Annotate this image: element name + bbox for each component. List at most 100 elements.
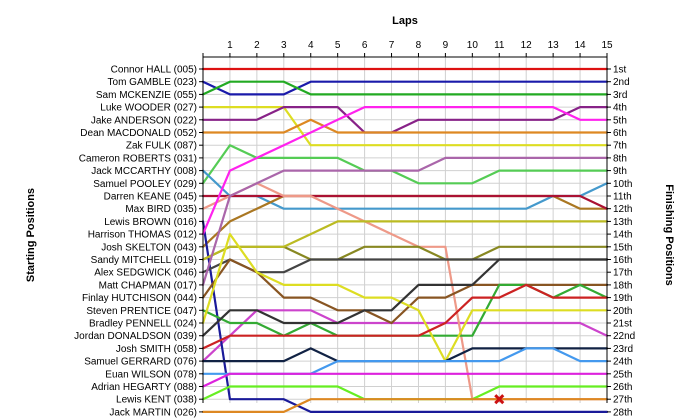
retired-marker-icon [494, 394, 505, 405]
y-axis-title-right: Finishing Positions [663, 184, 675, 285]
starting-position-label: Connor HALL (005) [111, 65, 197, 76]
starting-position-label: Sandy MITCHELL (019) [91, 255, 197, 266]
starting-position-label: Luke WOODER (027) [100, 103, 197, 114]
driver-position-line [201, 105, 609, 134]
starting-position-label: Max BIRD (035) [125, 204, 197, 215]
axes [199, 53, 611, 413]
finishing-position-label: 20th [613, 306, 632, 317]
x-tick-label: 15 [601, 40, 613, 51]
finishing-position-label: 16th [613, 255, 632, 266]
driver-position-line [201, 309, 609, 363]
finishing-position-label: 26th [613, 382, 632, 393]
x-tick-label: 3 [281, 40, 287, 51]
starting-position-label: Josh SKELTON (043) [101, 242, 197, 253]
driver-position-line [201, 258, 609, 337]
driver-position-line [201, 194, 609, 210]
x-tick-label: 9 [443, 40, 449, 51]
starting-position-label: Darren KEANE (045) [104, 192, 197, 203]
finishing-position-label: 2nd [613, 77, 630, 88]
driver-position-line [201, 258, 609, 325]
starting-position-label: Harrison THOMAS (012) [88, 230, 197, 241]
finishing-position-label: 8th [613, 153, 627, 164]
finishing-position-label: 18th [613, 280, 632, 291]
driver-position-line [201, 105, 609, 147]
driver-position-line [201, 372, 609, 388]
finishing-position-label: 27th [613, 395, 632, 406]
starting-position-label: Dean MACDONALD (052) [80, 128, 197, 139]
finishing-position-label: 25th [613, 369, 632, 380]
x-tick-label: 8 [416, 40, 422, 51]
starting-position-label: Samuel GERRARD (076) [84, 357, 197, 368]
x-axis-title: Laps [392, 15, 418, 27]
finishing-position-label: 5th [613, 115, 627, 126]
finishing-position-label: 24th [613, 357, 632, 368]
starting-position-label: Lewis BROWN (016) [104, 217, 197, 228]
starting-position-label: Alex SEDGWICK (046) [94, 268, 197, 279]
starting-position-label: Lewis KENT (038) [116, 395, 197, 406]
finishing-position-label: 11th [613, 192, 632, 203]
x-tick-label: 14 [575, 40, 587, 51]
driver-position-line [201, 182, 609, 401]
x-tick-label: 12 [521, 40, 533, 51]
driver-position-line [201, 258, 609, 274]
starting-position-label: Cameron ROBERTS (031) [79, 153, 197, 164]
starting-position-label: Euan WILSON (078) [105, 369, 197, 380]
starting-position-label: Matt CHAPMAN (017) [99, 280, 197, 291]
starting-position-label: Jack MCCARTHY (008) [91, 166, 197, 177]
x-tick-label: 6 [362, 40, 368, 51]
driver-position-line [201, 220, 609, 261]
finishing-position-label: 23rd [613, 344, 633, 355]
driver-position-line [201, 245, 609, 261]
finishing-position-label: 1st [613, 65, 627, 76]
x-tick-label: 10 [467, 40, 479, 51]
finishing-position-label: 10th [613, 179, 632, 190]
starting-position-label: Jordan DONALDSON (039) [74, 331, 197, 342]
starting-position-label: Steven PRENTICE (047) [86, 306, 197, 317]
x-tick-label: 2 [254, 40, 260, 51]
finishing-position-label: 6th [613, 128, 627, 139]
starting-position-label: Tom GAMBLE (023) [108, 77, 197, 88]
finishing-position-label: 21st [613, 319, 632, 330]
starting-position-label: Bradley PENNELL (024) [89, 319, 197, 330]
finishing-position-label: 22nd [613, 331, 635, 342]
finishing-position-label: 19th [613, 293, 632, 304]
starting-position-label: Jake ANDERSON (022) [91, 115, 197, 126]
driver-position-line [201, 105, 609, 236]
driver-position-line [201, 118, 609, 134]
finishing-position-label: 12th [613, 204, 632, 215]
retired-marker-stroke [494, 394, 505, 405]
finishing-position-label: 7th [613, 141, 627, 152]
finishing-position-label: 3rd [613, 90, 627, 101]
x-tick-label: 4 [308, 40, 314, 51]
driver-position-line [201, 156, 609, 286]
driver-position-line [201, 385, 609, 401]
starting-position-label: Samuel POOLEY (029) [93, 179, 197, 190]
driver-position-line [201, 398, 609, 413]
driver-position-line [201, 80, 609, 96]
x-tick-label: 1 [227, 40, 233, 51]
x-tick-label: 5 [335, 40, 341, 51]
driver-position-line [201, 80, 609, 96]
driver-position-line [201, 144, 609, 185]
driver-position-line [201, 233, 609, 363]
finishing-position-label: 9th [613, 166, 627, 177]
x-tick-label: 13 [548, 40, 560, 51]
starting-position-label: Jack MARTIN (026) [109, 407, 197, 418]
markers [494, 394, 505, 405]
starting-position-label: Finlay HUTCHISON (044) [82, 293, 197, 304]
finishing-position-label: 15th [613, 242, 632, 253]
finishing-position-label: 4th [613, 103, 627, 114]
finishing-position-label: 14th [613, 230, 632, 241]
driver-position-line [201, 220, 609, 413]
starting-position-label: Josh SMITH (058) [116, 344, 197, 355]
starting-position-label: Zak FULK (087) [126, 141, 197, 152]
grid [203, 57, 608, 413]
driver-position-line [201, 347, 609, 363]
starting-position-label: Adrian HEGARTY (088) [91, 382, 197, 393]
driver-position-line [201, 283, 609, 350]
starting-position-label: Sam MCKENZIE (055) [96, 90, 197, 101]
x-tick-label: 11 [494, 40, 505, 51]
finishing-position-label: 13th [613, 217, 632, 228]
